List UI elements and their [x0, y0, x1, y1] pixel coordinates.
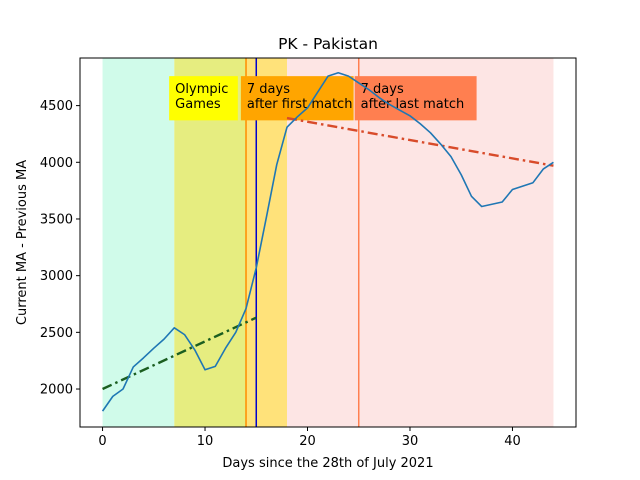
x-tick-label-0: 0	[98, 434, 106, 449]
annotation-text-1-1: after first match	[247, 97, 353, 112]
x-tick-label-1: 10	[197, 434, 214, 449]
annotation-text-2-1: after last match	[361, 97, 465, 112]
annotation-box-0	[169, 76, 238, 121]
annotation-text-2-0: 7 days	[361, 82, 404, 97]
data-series	[101, 71, 554, 412]
x-tick-label-2: 20	[299, 434, 316, 449]
annotation-text-0-1: Games	[175, 97, 221, 112]
chart-title: PK - Pakistan	[278, 35, 378, 53]
annotation-box-2	[354, 76, 477, 121]
x-tick-label-3: 30	[402, 434, 419, 449]
annotation-text-1-0: 7 days	[247, 82, 290, 97]
x-axis-ticks: 0 10 20 30 40	[98, 427, 521, 449]
plot-frame	[79, 57, 577, 428]
y-tick-label-0: 2000	[40, 383, 73, 398]
annotation-box-1	[240, 76, 354, 121]
series-line-0	[101, 71, 554, 412]
y-tick-label-3: 3500	[40, 212, 73, 227]
y-tick-label-1: 2500	[40, 326, 73, 341]
trend-line-1	[286, 116, 554, 167]
shaded-region-0	[102, 58, 175, 427]
x-tick-label-4: 40	[504, 434, 521, 449]
y-axis-label: Current MA - Previous MA	[15, 160, 30, 325]
x-axis-label: Days since the 28th of July 2021	[222, 456, 433, 471]
y-axis-ticks: 2000 2500 3000 3500 4000 4500	[40, 99, 80, 398]
annotation-text-0-0: Olympic	[175, 82, 228, 97]
y-tick-label-5: 4500	[40, 99, 73, 114]
y-tick-label-2: 3000	[40, 269, 73, 284]
y-tick-label-4: 4000	[40, 156, 73, 171]
